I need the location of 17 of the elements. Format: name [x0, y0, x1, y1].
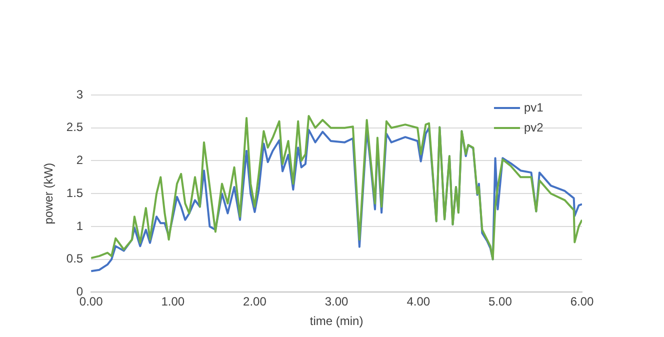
x-axis-title: time (min) — [310, 314, 364, 328]
y-tick-label: 2 — [76, 153, 84, 168]
x-tick-label: 1.00 — [161, 294, 185, 309]
legend-label: pv1 — [524, 100, 544, 114]
x-tick-label: 0.00 — [79, 294, 104, 309]
legend-label: pv2 — [524, 120, 544, 134]
x-tick-label: 6.00 — [570, 294, 594, 309]
y-tick-label: 2.5 — [66, 120, 84, 134]
x-tick-label: 4.00 — [406, 294, 430, 309]
y-axis-title: power (kW) — [42, 162, 56, 224]
x-tick-label: 3.00 — [324, 294, 349, 309]
y-tick-label: 1 — [76, 218, 84, 233]
y-tick-label: 1.5 — [66, 186, 84, 200]
y-tick-label: 3 — [76, 87, 84, 102]
y-tick-label: 0.5 — [66, 252, 84, 266]
x-tick-label: 2.00 — [243, 294, 267, 309]
x-tick-label: 5.00 — [488, 294, 512, 309]
